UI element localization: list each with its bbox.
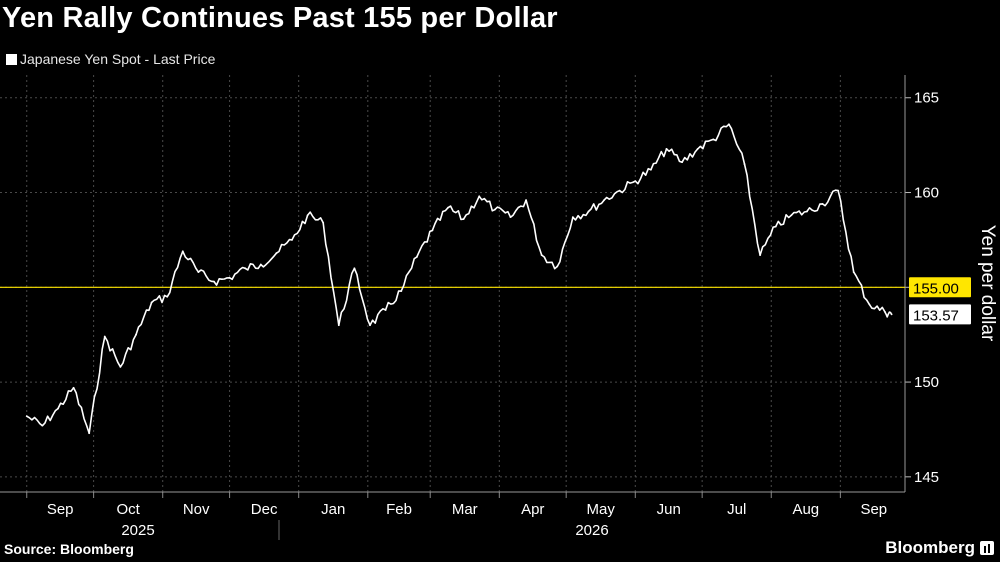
price-point	[525, 199, 527, 202]
price-point	[665, 148, 668, 150]
price-point	[478, 195, 481, 198]
price-point	[540, 254, 543, 256]
price-point	[259, 263, 262, 266]
x-tick-label: Jul	[727, 501, 746, 518]
x-tick-label: May	[587, 501, 616, 518]
chart-title: Yen Rally Continues Past 155 per Dollar	[2, 2, 558, 34]
price-point	[322, 221, 325, 224]
price-point	[868, 303, 871, 306]
legend-label: Japanese Yen Spot - Last Price	[20, 51, 216, 67]
price-point	[806, 210, 808, 213]
price-point	[790, 214, 793, 217]
x-tick-label: Sep	[860, 501, 887, 518]
price-point	[681, 161, 683, 164]
price-point	[556, 265, 559, 268]
price-point	[837, 189, 840, 192]
price-point	[447, 206, 449, 209]
bar-chart-icon	[980, 541, 994, 555]
price-point	[119, 366, 122, 368]
price-point	[103, 335, 106, 338]
price-point	[759, 254, 762, 256]
price-point	[135, 333, 137, 336]
x-tick-label: Aug	[792, 501, 819, 518]
x-tick-label: Mar	[452, 501, 478, 518]
x-tick-label: Dec	[251, 501, 278, 518]
y-tick-label: 165	[914, 90, 939, 107]
price-point	[587, 210, 590, 213]
last-price-badge	[909, 304, 971, 325]
price-point	[181, 250, 184, 253]
price-point	[462, 218, 465, 220]
price-point	[291, 239, 293, 241]
x-tick-label: Jan	[321, 501, 345, 518]
price-point	[493, 208, 496, 211]
price-point	[821, 202, 824, 205]
price-point	[884, 311, 886, 313]
price-point	[213, 280, 215, 283]
price-point	[384, 309, 387, 311]
source-note: Source: Bloomberg	[4, 541, 134, 557]
year-label: 2025	[121, 522, 154, 539]
price-point	[400, 290, 403, 292]
x-tick-label: Nov	[183, 501, 210, 518]
legend: Japanese Yen Spot - Last Price	[6, 51, 215, 67]
last-price-label: 153.57	[913, 307, 959, 324]
price-point	[41, 424, 44, 427]
y-tick-label: 145	[914, 469, 939, 486]
price-point	[57, 407, 59, 410]
price-point	[150, 301, 153, 304]
x-tick-label: Oct	[116, 501, 140, 518]
brand-name: Bloomberg	[885, 538, 975, 557]
price-line-series	[26, 123, 893, 434]
x-tick-label: Sep	[47, 501, 74, 518]
reference-value-badge	[909, 277, 971, 298]
price-point	[353, 267, 356, 270]
x-tick-label: Feb	[386, 501, 412, 518]
price-point	[712, 138, 715, 141]
price-point	[166, 295, 169, 298]
price-point	[634, 180, 637, 183]
price-point	[72, 386, 75, 389]
price-point	[88, 432, 91, 435]
price-point	[275, 252, 278, 255]
year-label: 2026	[575, 522, 608, 539]
price-point	[571, 216, 574, 219]
price-point	[890, 313, 893, 316]
price-point	[306, 214, 309, 217]
price-point	[852, 271, 855, 274]
price-point	[774, 225, 777, 228]
price-point	[431, 229, 434, 232]
price-point	[743, 163, 746, 165]
price-point	[197, 271, 200, 274]
legend-swatch-icon	[6, 53, 17, 65]
price-point	[649, 168, 652, 171]
x-tick-label: Jun	[657, 501, 681, 518]
price-point	[337, 324, 340, 327]
y-tick-label: 150	[914, 374, 939, 391]
brand-logo: Bloomberg	[885, 538, 994, 558]
price-point	[696, 148, 699, 150]
price-point	[603, 199, 605, 202]
y-axis-title: Yen per dollar	[977, 225, 998, 342]
price-point	[415, 256, 418, 258]
price-point	[369, 324, 371, 327]
price-point	[509, 216, 512, 219]
price-point	[244, 267, 247, 270]
price-point	[618, 189, 621, 192]
reference-value-label: 155.00	[913, 280, 959, 297]
x-tick-label: Apr	[521, 501, 544, 518]
price-point	[25, 415, 28, 418]
y-tick-label: 160	[914, 185, 939, 202]
price-point	[728, 123, 730, 126]
price-point	[228, 276, 231, 279]
